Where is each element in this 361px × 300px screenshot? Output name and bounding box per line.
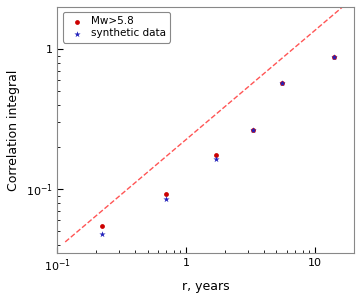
Mw>5.8 <box>213 153 219 158</box>
Y-axis label: Correlation integral: Correlation integral <box>7 69 20 191</box>
synthetic data <box>250 128 256 132</box>
X-axis label: r, years: r, years <box>182 280 230 293</box>
synthetic data <box>213 156 219 161</box>
synthetic data <box>164 197 169 202</box>
Mw>5.8 <box>279 80 285 85</box>
synthetic data <box>99 231 104 236</box>
Mw>5.8 <box>250 128 256 132</box>
Mw>5.8 <box>331 55 337 59</box>
Mw>5.8 <box>99 223 104 228</box>
Legend: Mw>5.8, synthetic data: Mw>5.8, synthetic data <box>62 12 170 43</box>
synthetic data <box>279 80 285 85</box>
synthetic data <box>331 55 337 59</box>
Mw>5.8 <box>164 192 169 197</box>
